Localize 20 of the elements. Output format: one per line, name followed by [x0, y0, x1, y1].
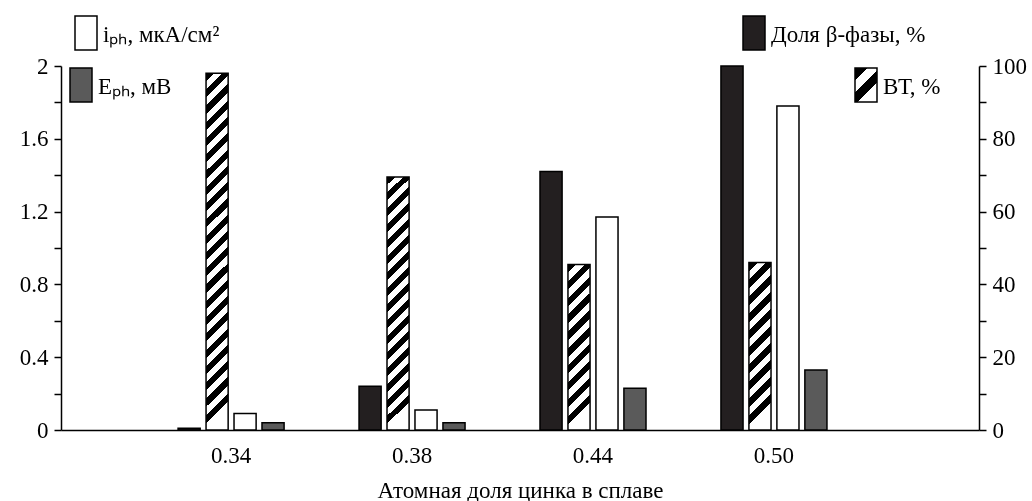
y-tick-label: 0.4 — [19, 344, 49, 370]
y-tick-label: 0 — [37, 417, 49, 443]
y2-tick-label: 40 — [992, 271, 1016, 297]
y2-tick-label: 60 — [992, 199, 1016, 225]
y-tick-label: 1.6 — [19, 126, 49, 152]
y-tick-label: 2 — [37, 53, 49, 79]
y2-tick-label: 80 — [992, 126, 1016, 152]
x-tick-label: 0.38 — [391, 442, 433, 468]
y2-tick-label: 20 — [992, 344, 1016, 370]
x-tick-label: 0.34 — [210, 442, 252, 468]
legend-label: Доля β-фазы, % — [771, 22, 926, 47]
legend-label: ВТ, % — [883, 74, 941, 99]
legend-label: Eₚₕ, мВ — [98, 74, 172, 100]
x-tick-label: 0.44 — [572, 442, 614, 468]
y-tick-label: 0.8 — [19, 271, 49, 297]
legend-label: iₚₕ, мкА/см² — [103, 22, 220, 48]
y2-tick-label: 100 — [992, 53, 1027, 79]
y2-tick-label: 0 — [992, 417, 1004, 443]
x-tick-label: 0.50 — [753, 442, 795, 468]
y-tick-label: 1.2 — [19, 199, 49, 225]
